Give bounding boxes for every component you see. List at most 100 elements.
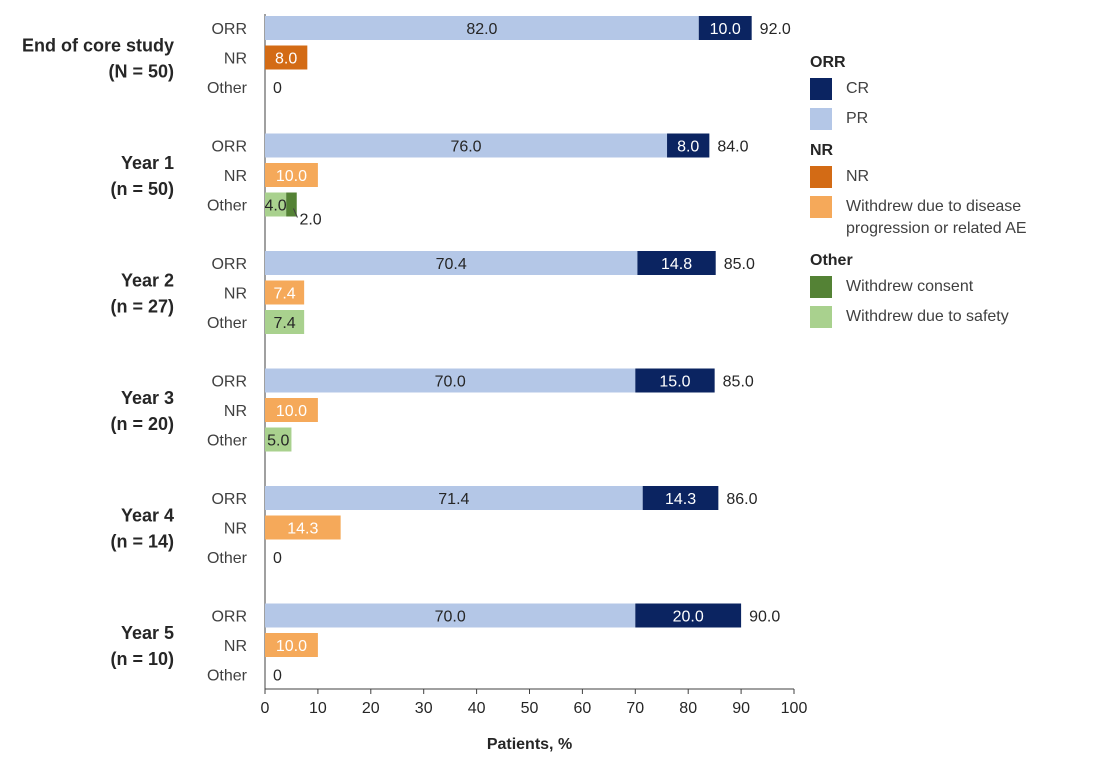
total-label: 90.0 <box>749 609 780 626</box>
row-label: ORR <box>211 21 247 38</box>
group-label-n: (N = 50) <box>108 62 174 82</box>
legend-label: Withdrew due to safety <box>846 308 1009 325</box>
x-axis-title: Patients, % <box>487 736 572 753</box>
group-label-n: (n = 50) <box>110 179 174 199</box>
bar-segment <box>265 310 305 334</box>
data-label: 14.3 <box>665 491 696 508</box>
x-tick-label: 70 <box>626 700 644 717</box>
group-label: Year 1 <box>121 153 174 173</box>
total-label: 85.0 <box>723 374 754 391</box>
data-label: 70.0 <box>435 374 466 391</box>
data-label: 4.0 <box>264 198 286 215</box>
x-tick-label: 80 <box>679 700 697 717</box>
x-tick-label: 0 <box>261 700 270 717</box>
legend-label: NR <box>846 168 870 185</box>
bar-segment <box>265 427 292 452</box>
data-label: 14.8 <box>661 256 692 273</box>
data-label: 70.4 <box>436 256 467 273</box>
legend-label: CR <box>846 80 870 97</box>
bar-segment <box>265 515 341 540</box>
group-label: Year 2 <box>121 271 174 291</box>
total-label: 86.0 <box>726 491 757 508</box>
group-label-n: (n = 10) <box>110 649 174 669</box>
group-label: Year 3 <box>121 388 174 408</box>
bar-segment <box>265 603 636 628</box>
row-label: Other <box>207 315 248 332</box>
row-label: NR <box>224 638 247 655</box>
legend-swatch <box>810 276 832 298</box>
bar-segment <box>635 603 742 628</box>
bar-segment <box>635 368 715 393</box>
legend-group: NR NR Withdrew due to disease progression … <box>810 142 1110 240</box>
data-label: 70.0 <box>435 609 466 626</box>
total-label: 84.0 <box>717 139 748 156</box>
bar-segment <box>265 133 668 158</box>
total-label: 0 <box>273 80 282 97</box>
group-label: Year 5 <box>121 623 174 643</box>
x-tick-label: 20 <box>362 700 380 717</box>
bar-segment <box>265 486 643 510</box>
data-label: 71.4 <box>438 491 469 508</box>
legend-item: CR <box>810 78 1110 100</box>
x-tick-label: 10 <box>309 700 327 717</box>
x-tick-label: 100 <box>781 700 808 717</box>
data-label: 10.0 <box>276 168 307 185</box>
data-label: 2.0 <box>299 212 321 229</box>
bar-segment <box>265 251 638 275</box>
data-label: 20.0 <box>673 609 704 626</box>
group-label: End of core study <box>22 36 174 56</box>
data-label: 8.0 <box>677 139 699 156</box>
total-label: 0 <box>273 550 282 567</box>
legend-group-title: ORR <box>810 54 846 71</box>
row-label: ORR <box>211 139 247 156</box>
legend-label: PR <box>846 110 869 127</box>
data-label: 14.3 <box>287 521 318 538</box>
total-label: 85.0 <box>724 256 755 273</box>
data-label: 15.0 <box>659 374 690 391</box>
data-label: 76.0 <box>450 139 481 156</box>
legend-item: NR <box>810 166 1110 188</box>
legend-group-title: NR <box>810 142 834 159</box>
legend-label: Withdrew due to disease progression or r… <box>846 198 1027 237</box>
legend-item: Withdrew due to disease progression or r… <box>810 196 1110 240</box>
x-tick-label: 40 <box>468 700 486 717</box>
callout-line <box>292 208 298 218</box>
x-tick-label: 30 <box>415 700 433 717</box>
data-label: 82.0 <box>466 21 497 38</box>
legend-item: Withdrew due to safety <box>810 306 1110 328</box>
bar-segment <box>637 251 716 275</box>
row-label: NR <box>224 168 247 185</box>
group-label-n: (n = 14) <box>110 532 174 552</box>
bar-segment <box>265 163 318 187</box>
legend-group: Other Withdrew consent Withdrew due to saf… <box>810 252 1110 328</box>
bar-segment <box>698 16 752 40</box>
total-label: 0 <box>273 668 282 685</box>
legend-group-title: Other <box>810 252 853 269</box>
data-label: 10.0 <box>276 403 307 420</box>
row-label: Other <box>207 550 248 567</box>
row-label: Other <box>207 198 248 215</box>
legend-label: Withdrew consent <box>846 278 974 295</box>
group-label-n: (n = 27) <box>110 297 174 317</box>
bar-segment <box>667 133 710 158</box>
legend-swatch <box>810 306 832 328</box>
row-label: NR <box>224 403 247 420</box>
row-label: Other <box>207 668 248 685</box>
group-label: Year 4 <box>121 506 174 526</box>
legend-group: ORR CR PR <box>810 54 1110 130</box>
row-label: NR <box>224 521 247 538</box>
legend-item: Withdrew consent <box>810 276 1110 298</box>
chart-legend: ORR CR PR NR NR Withdrew due to disease progr… <box>810 54 1110 340</box>
row-label: Other <box>207 433 248 450</box>
data-label: 8.0 <box>275 51 297 68</box>
bar-segment <box>642 486 719 510</box>
x-tick-label: 90 <box>732 700 750 717</box>
x-tick-label: 50 <box>521 700 539 717</box>
data-label: 10.0 <box>276 638 307 655</box>
bar-segment <box>265 398 318 422</box>
data-label: 7.4 <box>273 286 295 303</box>
bar-segment <box>286 192 297 217</box>
row-label: NR <box>224 51 247 68</box>
bar-segment <box>265 45 308 70</box>
